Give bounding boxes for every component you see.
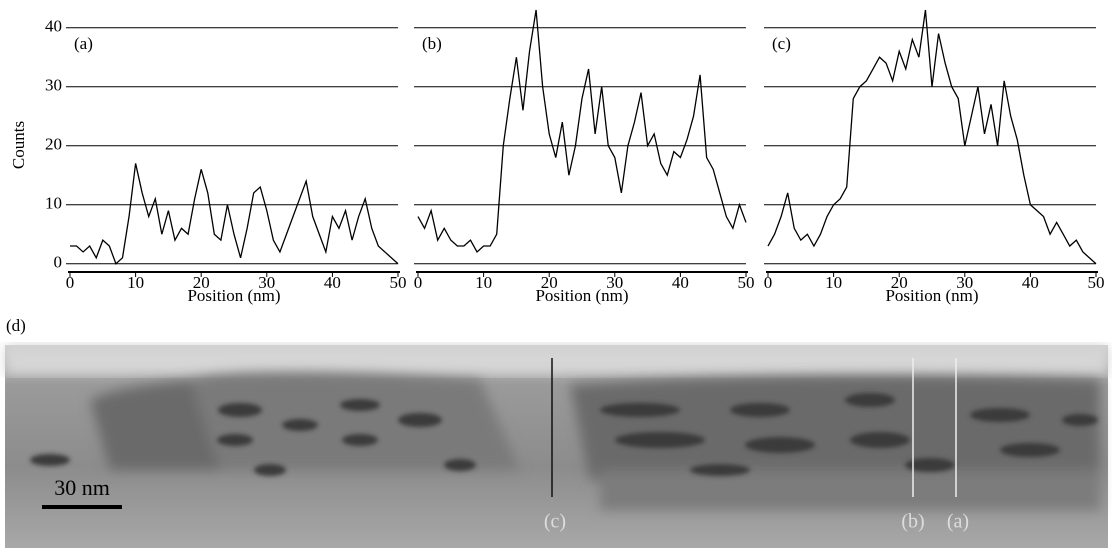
x-tick-label: 10 [475, 273, 492, 292]
x-axis-label: Position (nm) [535, 286, 628, 305]
data-line [70, 163, 399, 265]
x-tick-label: 20 [541, 273, 558, 292]
x-tick-label: 10 [825, 273, 842, 292]
panel-label: (d) [6, 316, 26, 335]
x-axis-label: Position (nm) [885, 286, 978, 305]
panel-label: (c) [772, 34, 791, 53]
x-tick-label: 0 [764, 273, 773, 292]
y-tick-label: 30 [45, 76, 62, 95]
x-tick-label: 40 [672, 273, 689, 292]
x-tick-label: 20 [891, 273, 908, 292]
marker-label: (b) [901, 511, 924, 533]
x-tick-label: 0 [66, 273, 75, 292]
x-tick-label: 30 [606, 273, 623, 292]
y-tick-label: 20 [45, 135, 62, 154]
x-tick-label: 10 [127, 273, 144, 292]
x-tick-label: 50 [390, 273, 407, 292]
x-tick-label: 50 [738, 273, 755, 292]
x-tick-label: 40 [324, 273, 341, 292]
marker-label: (a) [947, 511, 969, 533]
x-axis-label: Position (nm) [187, 286, 280, 305]
panel-label: (a) [74, 34, 93, 53]
y-tick-label: 0 [54, 253, 63, 272]
y-axis-label: Counts [9, 121, 28, 169]
x-tick-label: 30 [956, 273, 973, 292]
x-tick-label: 50 [1088, 273, 1105, 292]
scale-bar-label: 30 nm [54, 475, 110, 500]
x-tick-label: 0 [414, 273, 423, 292]
y-tick-label: 40 [45, 17, 62, 36]
panel-label: (b) [422, 34, 442, 53]
tem-image [5, 345, 1108, 548]
x-tick-label: 40 [1022, 273, 1039, 292]
y-tick-label: 10 [45, 194, 62, 213]
marker-label: (c) [544, 511, 566, 533]
data-line [417, 9, 747, 253]
x-tick-label: 20 [193, 273, 210, 292]
data-line [767, 9, 1097, 265]
x-tick-label: 30 [258, 273, 275, 292]
